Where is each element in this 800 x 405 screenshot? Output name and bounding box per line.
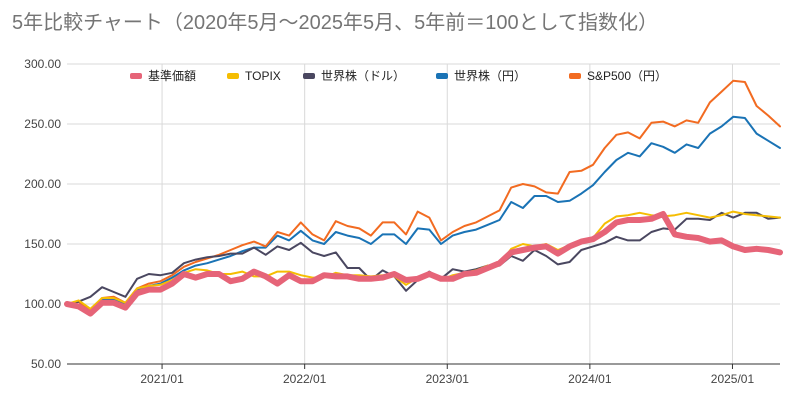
y-tick-label: 150.00 xyxy=(24,237,61,251)
legend-label: S&P500（円） xyxy=(587,69,667,83)
x-tick-label: 2024/01 xyxy=(568,372,612,386)
legend-swatch xyxy=(436,73,448,79)
series-line xyxy=(66,115,781,313)
legend-label: 世界株（ドル） xyxy=(321,68,405,83)
x-tick-label: 2021/01 xyxy=(140,372,184,386)
y-tick-label: 50.00 xyxy=(31,357,61,371)
x-tick-label: 2022/01 xyxy=(283,372,327,386)
y-tick-label: 200.00 xyxy=(24,177,61,191)
x-tick-label: 2025/01 xyxy=(711,372,755,386)
series-line xyxy=(66,79,781,311)
legend-swatch xyxy=(130,73,142,79)
legend-label: 世界株（円） xyxy=(454,68,526,83)
x-tick-label: 2023/01 xyxy=(426,372,470,386)
legend-swatch xyxy=(227,73,239,79)
legend-swatch xyxy=(569,73,581,79)
y-tick-label: 300.00 xyxy=(24,57,61,71)
legend-swatch xyxy=(303,73,315,79)
chart-title: 5年比較チャート（2020年5月〜2025年5月、5年前＝100として指数化） xyxy=(12,12,659,34)
legend-label: 基準価額 xyxy=(148,68,196,83)
legend-label: TOPIX xyxy=(245,69,281,83)
series-line xyxy=(64,211,783,317)
y-tick-label: 250.00 xyxy=(24,117,61,131)
y-tick-label: 100.00 xyxy=(24,297,61,311)
